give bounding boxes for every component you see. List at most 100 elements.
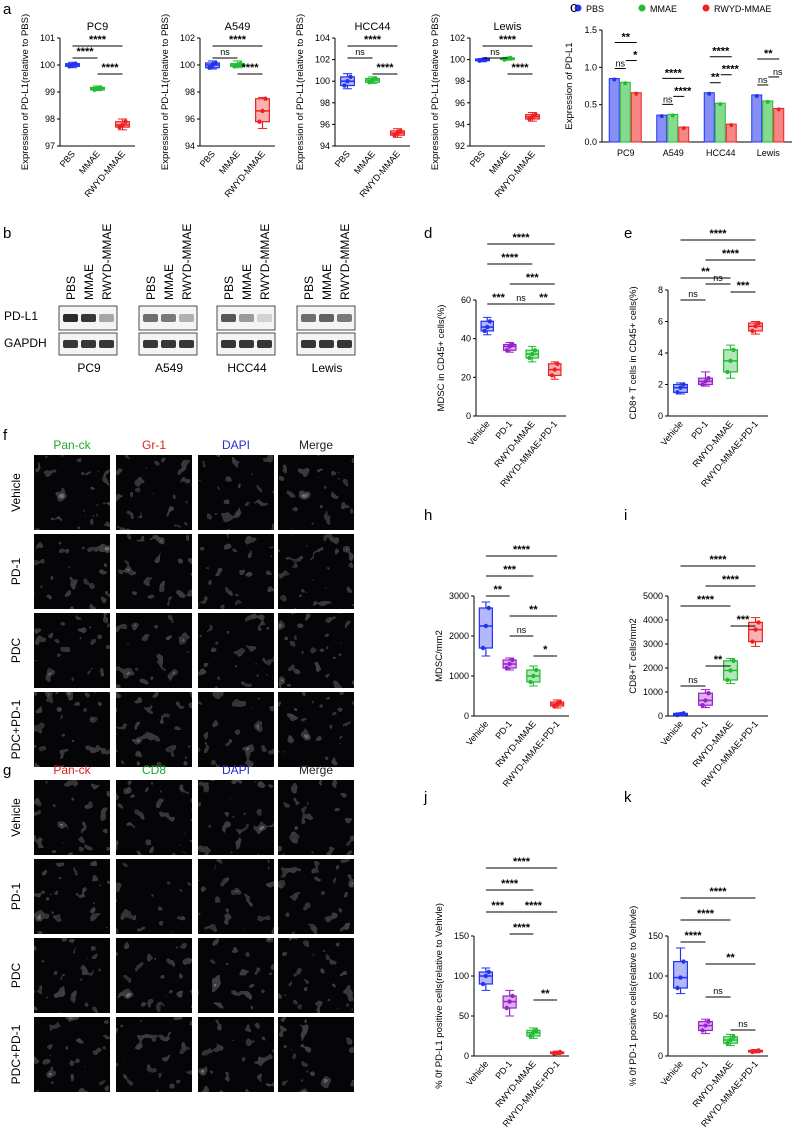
panel-b-group: PD-L1 GAPDH PBS MMAE RWYD-MMAE PC9 PBS MMAE RWYD…	[4, 224, 356, 375]
panel-b-group-label: HCC44	[227, 361, 267, 375]
panel-a-3-y-tick-label: 94	[455, 119, 465, 129]
panel-a-0-y-axis-label: Expression of PD-L1(relative to PBS)	[20, 14, 31, 170]
panel-c-x-tick-label: Lewis	[757, 148, 781, 158]
panel-i-sig-label: ***	[737, 614, 751, 626]
panel-label-c: c	[570, 0, 578, 16]
panel-a-0-y-tick-label: 99	[45, 87, 55, 97]
panel-g-image-texture	[34, 938, 110, 1013]
panel-j-point	[557, 1049, 563, 1055]
panel-b-band-pdl1	[337, 314, 352, 322]
panel-a-1-point	[260, 108, 265, 114]
panel-b-band-gapdh	[99, 340, 114, 348]
panel-b-lane-label: RWYD-MMAE	[258, 224, 272, 300]
panel-k-point	[700, 1028, 705, 1033]
panel-b-row-label: PD-L1	[4, 309, 38, 323]
panel-h-point	[534, 667, 539, 673]
panel-g-image-texture	[198, 938, 274, 1013]
panel-h-point	[486, 605, 491, 611]
panel-c-sig-label: ****	[665, 67, 683, 79]
panel-e-y-tick-label: 6	[658, 317, 663, 327]
panel-j-x-tick-label: PD-1	[493, 1059, 514, 1081]
panel-j-sig-label: ***	[491, 900, 505, 912]
panel-a-2-y-tick-label: 102	[315, 55, 330, 65]
panel-f-image-texture	[116, 692, 192, 767]
panel-c-bar	[656, 114, 668, 143]
panel-d-point	[485, 324, 490, 330]
panel-k-y-tick-label: 150	[648, 931, 663, 941]
panel-a-3-y-tick-label: 100	[450, 55, 465, 65]
panel-b-lane-label: MMAE	[82, 264, 96, 300]
panel-f-image-texture	[278, 534, 354, 609]
panel-c-point	[707, 91, 712, 96]
panel-c-sig-label: ns	[663, 94, 673, 104]
panel-a-0-y-tick-label: 97	[45, 141, 55, 151]
panel-f-image-texture	[34, 455, 110, 530]
panel-j-sig-label: **	[541, 988, 550, 1000]
panel-i-point	[706, 691, 711, 696]
panel-a-0-point	[73, 61, 78, 66]
panel-g-row-label: Vehicle	[9, 798, 23, 837]
panel-e-point	[703, 379, 708, 384]
panel-h-x-tick-label: Vehicle	[464, 719, 490, 748]
panel-a-3-sig-label: ns	[490, 47, 500, 57]
panel-g-channel-label: CD8	[142, 763, 166, 777]
panel-a-1-point	[213, 60, 218, 66]
panel-a-0-sig-label: ****	[76, 46, 94, 58]
panel-g-channel-label: Pan-ck	[53, 763, 91, 777]
panel-e-y-tick-label: 8	[658, 285, 663, 295]
panel-i-point	[731, 658, 736, 663]
panel-g-row-label: PDC	[9, 963, 23, 989]
panel-a-2-x-tick-label: PBS	[333, 149, 352, 169]
panel-c-sig-label: ****	[674, 85, 692, 97]
panel-e-point	[725, 369, 730, 375]
panel-k-sig-label: ****	[697, 908, 715, 920]
panel-a-1-sig-label: ns	[220, 47, 230, 57]
panel-j-sig-label: ****	[513, 856, 531, 868]
panel-d-sig-label: ns	[516, 293, 526, 303]
panel-k-point	[678, 975, 683, 980]
panel-c-bar	[714, 102, 726, 143]
panel-k-sig-label: ****	[709, 886, 727, 898]
panel-k-sig-label: ns	[713, 986, 723, 996]
panel-b-band-gapdh	[319, 340, 334, 348]
panel-d-sig-label: **	[539, 292, 548, 304]
panel-f-image-texture	[116, 534, 192, 609]
panel-a-1-point	[263, 96, 268, 101]
panel-d-y-tick-label: 60	[461, 295, 471, 305]
panel-k-point	[731, 1034, 736, 1040]
panel-a-1-x-tick-label: MMAE	[217, 149, 242, 176]
panel-a-1-y-tick-label: 98	[185, 87, 195, 97]
panel-c-sig-label: ****	[722, 64, 740, 76]
panel-e-point	[753, 324, 758, 329]
panel-a-2-point	[345, 79, 350, 84]
panel-f-row-label: PD-1	[9, 558, 23, 586]
panel-a-3-sig-label: ****	[499, 34, 517, 46]
panel-b-band-gapdh	[221, 340, 236, 348]
panel-g-row-label: PDC+PD-1	[9, 1024, 23, 1084]
panel-a-0-x-tick-label: PBS	[58, 149, 77, 169]
panel-j-point	[486, 969, 491, 975]
panel-j-k-group: 0 50 100 150 % 0f PD-L1 positive cells(relat…	[434, 856, 768, 1129]
panel-k-point	[706, 1019, 711, 1024]
panel-b-band-gapdh	[81, 340, 96, 348]
panel-g-image-texture	[116, 780, 192, 855]
panel-b-lane-label: PBS	[64, 276, 78, 300]
panel-c-x-tick-label: PC9	[617, 148, 635, 158]
panel-f-image-texture	[278, 613, 354, 688]
panel-e-point	[681, 382, 686, 387]
panel-i-y-tick-label: 2000	[643, 663, 663, 673]
panel-h-sig-label: ***	[503, 564, 517, 576]
panel-e-y-axis-label: CD8+ T cells in CD45+ cells(%)	[628, 286, 639, 419]
panel-c-y-tick-label: 0.5	[584, 100, 597, 110]
panel-f-channel-label: DAPI	[222, 438, 250, 452]
panel-k-y-axis-label: % 0f PD-1 positive cells(relative to Veh…	[628, 906, 639, 1087]
panel-i-y-tick-label: 0	[658, 711, 663, 721]
panel-a-1-sig-label: ****	[241, 62, 259, 74]
panel-b-band-pdl1	[239, 314, 254, 322]
panel-g-channel-label: DAPI	[222, 763, 250, 777]
panel-a-0-y-tick-label: 101	[40, 33, 55, 43]
panel-i-y-axis-label: CD8+T cells/mm2	[628, 618, 639, 694]
panel-i-y-tick-label: 3000	[643, 639, 663, 649]
panel-e-y-tick-label: 0	[658, 411, 663, 421]
